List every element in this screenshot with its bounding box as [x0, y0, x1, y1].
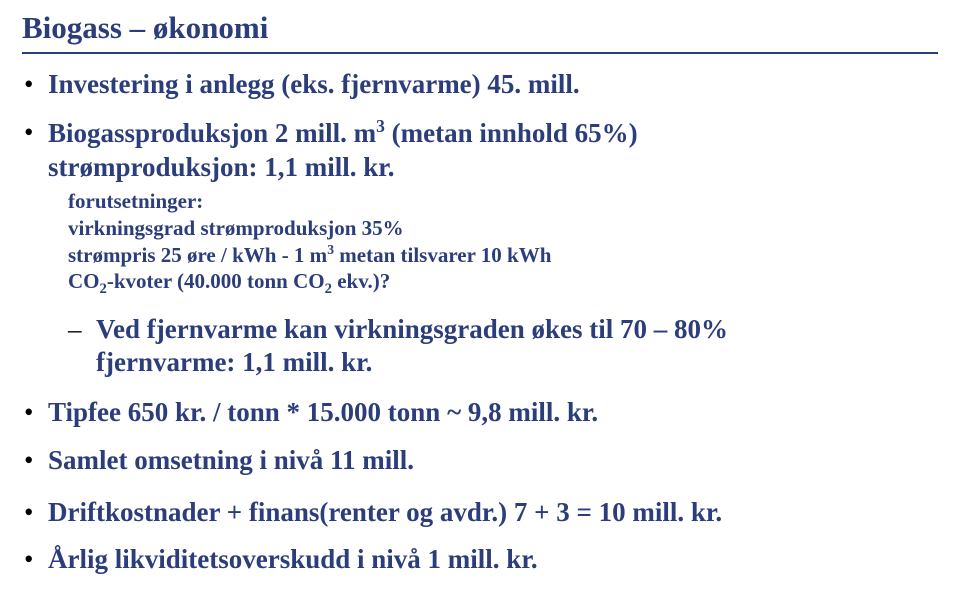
biogass-line1-a: Biogassproduksjon 2 mill. m — [48, 118, 376, 148]
biogass-line1-b: (metan innhold 65%) — [385, 118, 638, 148]
forutsetninger-heading: forutsetninger: — [68, 188, 938, 214]
bullet-tipfee-text: Tipfee 650 kr. / tonn * 15.000 tonn ~ 9,… — [48, 397, 598, 427]
bullet-investering-text: Investering i anlegg (eks. fjernvarme) 4… — [48, 69, 580, 99]
bullet-biogassproduksjon: Biogassproduksjon 2 mill. m3 (metan innh… — [22, 116, 938, 185]
dash-fjernvarme-l2: fjernvarme: 1,1 mill. kr. — [96, 347, 372, 377]
forutsetninger-l2-sup: 3 — [327, 242, 334, 257]
bullet-driftkostnader-text: Driftkostnader + finans(renter og avdr.)… — [48, 497, 722, 527]
forutsetninger-l3-b: -kvoter (40.000 tonn CO — [107, 269, 325, 293]
bullet-samlet: Samlet omsetning i nivå 11 mill. — [22, 444, 938, 478]
forutsetninger-l3: CO2-kvoter (40.000 tonn CO2 ekv.)? — [68, 268, 938, 299]
forutsetninger-l2-b: metan tilsvarer 10 kWh — [334, 243, 551, 267]
forutsetninger-l3-sub1: 2 — [100, 281, 107, 297]
bullet-investering: Investering i anlegg (eks. fjernvarme) 4… — [22, 68, 938, 102]
bullet-list-2: Tipfee 650 kr. / tonn * 15.000 tonn ~ 9,… — [22, 396, 938, 577]
forutsetninger-block: forutsetninger: virkningsgrad strømprodu… — [22, 188, 938, 298]
dash-fjernvarme: Ved fjernvarme kan virkningsgraden økes … — [68, 313, 938, 381]
bullet-tipfee: Tipfee 650 kr. / tonn * 15.000 tonn ~ 9,… — [22, 396, 938, 430]
biogass-line2: strømproduksjon: 1,1 mill. kr. — [48, 152, 395, 182]
bullet-driftkostnader: Driftkostnader + finans(renter og avdr.)… — [22, 496, 938, 530]
forutsetninger-l3-c: ekv.)? — [332, 269, 390, 293]
bullet-likviditet: Årlig likviditetsoverskudd i nivå 1 mill… — [22, 543, 938, 577]
biogass-sup-3: 3 — [376, 116, 385, 136]
slide-title: Biogass – økonomi — [22, 10, 938, 46]
title-underline — [22, 52, 938, 54]
dash-list: Ved fjernvarme kan virkningsgraden økes … — [22, 313, 938, 381]
forutsetninger-l3-a: CO — [68, 269, 100, 293]
bullet-list: Investering i anlegg (eks. fjernvarme) 4… — [22, 68, 938, 184]
slide: Biogass – økonomi Investering i anlegg (… — [0, 0, 960, 610]
dash-fjernvarme-l1: Ved fjernvarme kan virkningsgraden økes … — [96, 314, 728, 344]
bullet-likviditet-text: Årlig likviditetsoverskudd i nivå 1 mill… — [48, 544, 538, 574]
forutsetninger-l2: strømpris 25 øre / kWh - 1 m3 metan tils… — [68, 241, 938, 268]
forutsetninger-l3-sub2: 2 — [325, 281, 332, 297]
forutsetninger-l2-a: strømpris 25 øre / kWh - 1 m — [68, 243, 327, 267]
forutsetninger-l1: virkningsgrad strømproduksjon 35% — [68, 215, 938, 241]
bullet-samlet-text: Samlet omsetning i nivå 11 mill. — [48, 445, 414, 475]
